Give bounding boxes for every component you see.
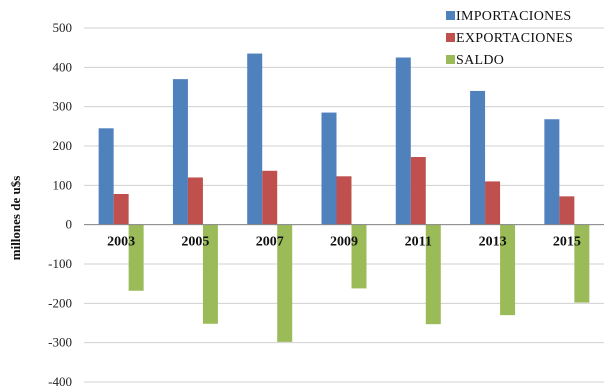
legend-swatch <box>446 11 455 20</box>
bar-importaciones-2007 <box>247 53 263 225</box>
bar-saldo-2005 <box>202 224 218 324</box>
bar-exportaciones-2015 <box>559 196 575 225</box>
category-labels: 2003 2005 2007 2009 2011 2013 2015 <box>107 235 581 250</box>
bar-exportaciones-2005 <box>187 177 203 225</box>
y-axis-ticks: 500 400 300 200 100 0 -100 -200 -300 -400 <box>48 20 72 389</box>
x-category-label: 2007 <box>256 235 284 250</box>
bar-importaciones-2009 <box>321 112 337 225</box>
y-tick-label: 300 <box>53 99 73 114</box>
y-tick-label: 100 <box>53 177 73 192</box>
legend: IMPORTACIONES EXPORTACIONES SALDO <box>446 9 573 68</box>
y-axis-label: millones de u$s <box>8 176 23 261</box>
bar-exportaciones-2007 <box>262 170 278 225</box>
bar-exportaciones-2003 <box>113 193 129 225</box>
bar-importaciones-2011 <box>395 57 411 225</box>
legend-label: SALDO <box>456 53 504 68</box>
x-category-label: 2009 <box>330 235 358 250</box>
bar-saldo-2007 <box>277 224 293 342</box>
bar-saldo-2011 <box>425 224 441 325</box>
x-category-label: 2011 <box>405 235 432 250</box>
legend-swatch <box>446 33 455 42</box>
legend-label: IMPORTACIONES <box>456 9 572 24</box>
y-tick-label: -100 <box>48 256 72 271</box>
x-category-label: 2003 <box>107 235 135 250</box>
y-tick-label: -400 <box>48 374 72 389</box>
bar-exportaciones-2011 <box>410 157 426 225</box>
y-tick-label: -200 <box>48 295 72 310</box>
y-tick-label: 200 <box>53 138 73 153</box>
bar-saldo-2015 <box>574 224 590 303</box>
bar-importaciones-2003 <box>98 128 114 225</box>
bars <box>98 53 590 342</box>
bar-exportaciones-2009 <box>336 176 352 225</box>
bar-importaciones-2013 <box>470 90 486 225</box>
x-category-label: 2013 <box>479 235 507 250</box>
y-tick-label: -300 <box>48 335 72 350</box>
x-category-label: 2015 <box>553 235 581 250</box>
bar-saldo-2013 <box>500 224 516 316</box>
x-category-label: 2005 <box>181 235 209 250</box>
y-tick-label: 500 <box>53 20 73 35</box>
y-tick-label: 400 <box>53 59 73 74</box>
bar-importaciones-2015 <box>544 119 560 225</box>
bar-exportaciones-2013 <box>485 181 501 225</box>
y-tick-label: 0 <box>66 217 73 232</box>
legend-label: EXPORTACIONES <box>456 31 573 46</box>
bar-importaciones-2005 <box>172 79 188 225</box>
bar-saldo-2003 <box>128 224 144 291</box>
bar-saldo-2009 <box>351 224 367 289</box>
legend-swatch <box>446 55 455 64</box>
